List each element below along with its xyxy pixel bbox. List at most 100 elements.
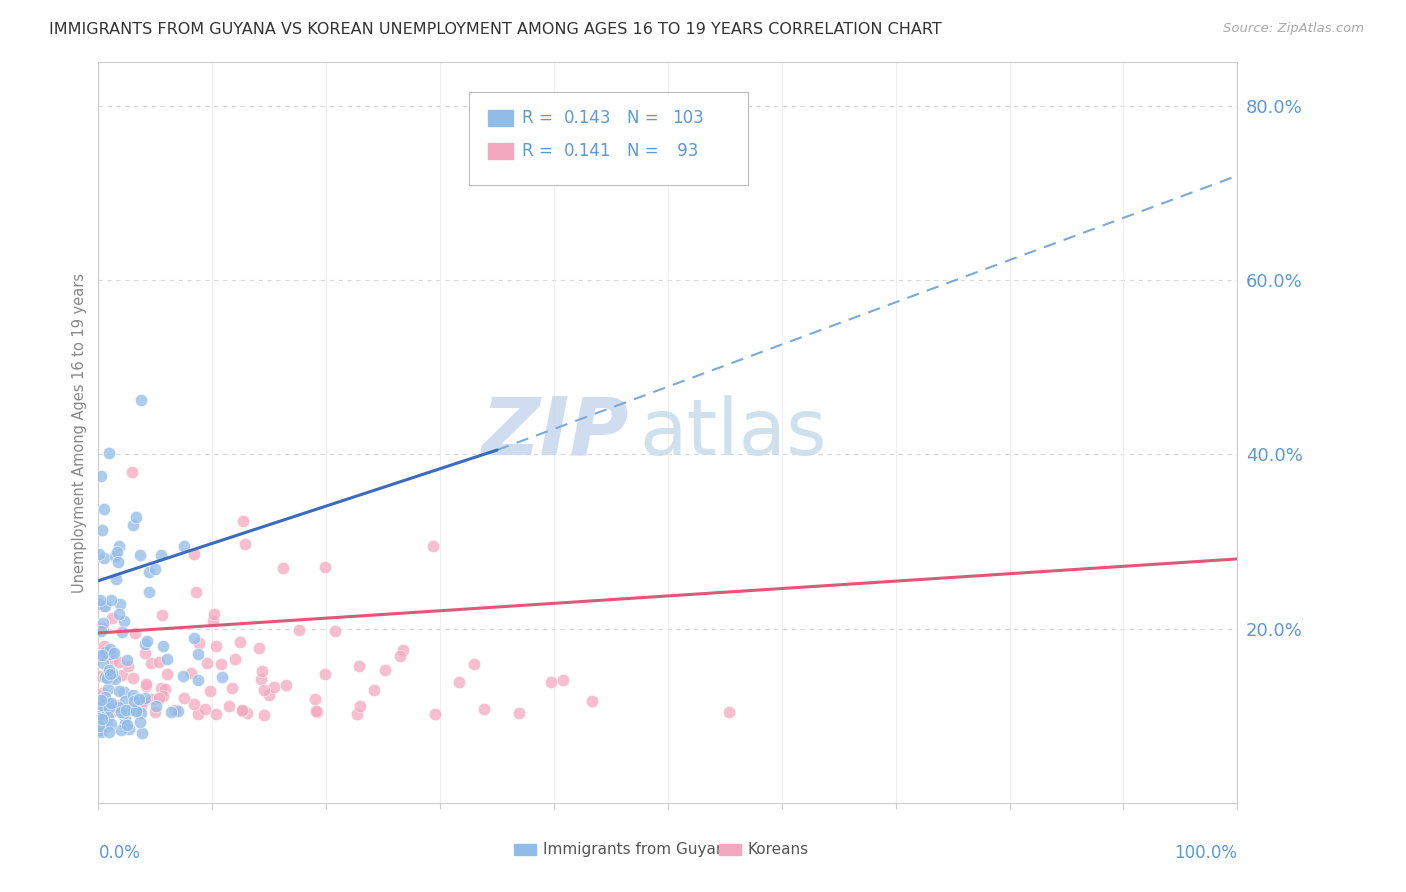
Point: [236, 706, 259, 720]
Point: [128, 692, 150, 706]
Point: [89, 719, 111, 733]
Text: ZIP: ZIP: [481, 393, 628, 472]
Point: [111, 624, 134, 639]
Point: [89, 716, 111, 731]
Point: [347, 658, 370, 673]
Point: [97, 696, 120, 710]
Text: 103: 103: [672, 109, 704, 127]
Point: [447, 675, 470, 690]
Point: [540, 675, 562, 690]
Y-axis label: Unemployment Among Ages 16 to 19 years: Unemployment Among Ages 16 to 19 years: [72, 273, 87, 592]
Point: [135, 679, 157, 693]
Point: [307, 705, 329, 719]
Text: R =: R =: [522, 143, 558, 161]
Point: [209, 657, 232, 671]
Point: [129, 548, 152, 562]
Point: [134, 646, 156, 660]
Point: [117, 659, 139, 673]
Point: [97, 665, 120, 680]
Point: [98, 648, 121, 662]
Point: [323, 624, 346, 638]
Point: [122, 693, 145, 707]
Point: [314, 667, 336, 681]
Point: [97, 710, 120, 724]
Point: [124, 509, 146, 524]
FancyBboxPatch shape: [515, 844, 536, 855]
Point: [187, 673, 209, 688]
Point: [93, 714, 115, 728]
Point: [463, 657, 485, 672]
Point: [93, 551, 115, 566]
Point: [100, 592, 122, 607]
Point: [101, 665, 124, 680]
Point: [138, 584, 160, 599]
Point: [101, 704, 124, 718]
Point: [89, 648, 111, 662]
Point: [143, 561, 166, 575]
Point: [374, 663, 396, 677]
Point: [115, 653, 138, 667]
Point: [250, 672, 273, 686]
Text: atlas: atlas: [640, 394, 827, 471]
Point: [96, 671, 118, 685]
Point: [87, 597, 110, 611]
Point: [90, 686, 112, 700]
Point: [139, 656, 162, 670]
Point: [129, 698, 152, 713]
Point: [103, 549, 125, 563]
Point: [163, 703, 186, 717]
Point: [187, 707, 209, 722]
Point: [125, 699, 148, 714]
Point: [93, 621, 115, 635]
Point: [271, 561, 294, 575]
Point: [194, 702, 217, 716]
Point: [91, 706, 114, 720]
Point: [553, 673, 575, 688]
Point: [152, 639, 174, 653]
Point: [112, 706, 135, 721]
Text: 0.141: 0.141: [564, 143, 612, 161]
Text: 100.0%: 100.0%: [1174, 844, 1237, 862]
Point: [195, 656, 218, 670]
Point: [114, 708, 136, 723]
Point: [97, 446, 120, 460]
Point: [118, 722, 141, 736]
Point: [124, 705, 146, 719]
Point: [253, 707, 276, 722]
Point: [90, 712, 112, 726]
Text: IMMIGRANTS FROM GUYANA VS KOREAN UNEMPLOYMENT AMONG AGES 16 TO 19 YEARS CORRELAT: IMMIGRANTS FROM GUYANA VS KOREAN UNEMPLO…: [49, 22, 942, 37]
Point: [423, 706, 446, 721]
Point: [186, 585, 208, 599]
Point: [90, 645, 112, 659]
Point: [363, 683, 385, 698]
Point: [112, 614, 135, 628]
Point: [304, 704, 326, 718]
Point: [98, 700, 121, 714]
Point: [135, 634, 157, 648]
Point: [134, 637, 156, 651]
Point: [98, 641, 121, 656]
Point: [145, 699, 167, 714]
Point: [218, 699, 240, 714]
Point: [135, 676, 157, 690]
Point: [346, 707, 368, 722]
Point: [117, 718, 139, 732]
Point: [152, 689, 174, 703]
Point: [250, 664, 273, 678]
Point: [148, 691, 170, 706]
Point: [91, 615, 114, 630]
Point: [124, 625, 146, 640]
Point: [114, 712, 136, 726]
Point: [94, 599, 117, 613]
Point: [103, 646, 125, 660]
Point: [104, 672, 127, 686]
Point: [211, 670, 233, 684]
Point: [89, 547, 111, 561]
Point: [94, 670, 117, 684]
Point: [314, 560, 336, 574]
Point: [274, 678, 297, 692]
Point: [90, 724, 112, 739]
Point: [508, 706, 530, 721]
FancyBboxPatch shape: [488, 143, 513, 160]
Point: [183, 698, 205, 712]
